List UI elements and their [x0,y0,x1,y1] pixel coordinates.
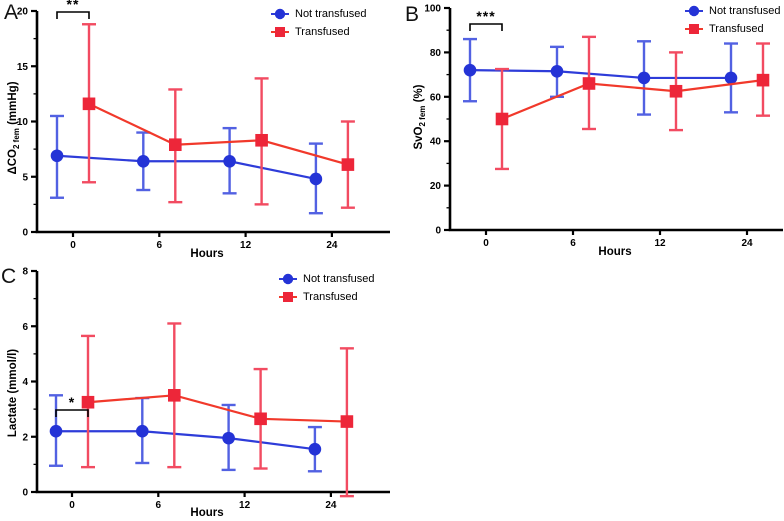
panel-a-x-axis-title: Hours [190,248,224,260]
panel-c-x-axis-title: Hours [190,507,224,519]
svg-text:24: 24 [325,500,337,511]
panel-a: 0 5 10 15 20 0 6 12 24 ** A ΔCO2 fem (mmHg) Hours… [0,0,395,260]
legend-item-transfused: Transfused [271,23,367,41]
svg-text:0: 0 [483,238,489,249]
panel-a-legend: Not transfused Transfused [271,5,367,41]
transfused-marker-icon [685,24,703,34]
svg-text:40: 40 [430,137,442,148]
svg-text:4: 4 [22,377,28,388]
transfused-marker-icon [271,27,289,37]
svg-text:60: 60 [430,92,442,103]
legend-label: Not transfused [709,5,781,17]
panel-c-legend: Not transfused Transfused [279,270,375,306]
legend-label: Transfused [709,23,764,35]
not-transfused-marker-icon [685,5,703,17]
svg-text:0: 0 [69,500,75,511]
svg-text:100: 100 [424,4,441,15]
panel-b-plot: 0 20 40 60 80 100 0 6 12 24 *** [424,4,783,249]
svg-text:5: 5 [22,172,28,183]
svg-text:6: 6 [22,322,28,333]
panel-b-y-axis-title: SvO2 fem (%) [412,84,428,150]
svg-text:15: 15 [17,62,29,73]
svg-text:0: 0 [22,488,28,499]
svg-text:20: 20 [17,7,29,18]
svg-text:**: ** [67,0,80,12]
panel-c-y-axis-title: Lactate (mmol/l) [6,348,19,438]
svg-text:0: 0 [22,228,28,239]
legend-label: Transfused [303,291,358,303]
not-transfused-marker-icon [271,8,289,20]
legend-label: Not transfused [303,273,375,285]
svg-text:6: 6 [157,240,163,251]
panel-letter-c: C [1,265,17,288]
not-transfused-marker-icon [279,273,297,285]
panel-b-legend: Not transfused Transfused [685,2,781,38]
panel-letter-b: B [405,3,420,26]
panel-c: 0 2 4 6 8 0 6 12 24 * C Lactate (mmol/l) Hours No… [0,260,395,521]
svg-text:12: 12 [239,500,251,511]
svg-text:10: 10 [17,117,29,128]
legend-label: Transfused [295,26,350,38]
legend-item-not-transfused: Not transfused [271,5,367,23]
svg-text:2: 2 [22,432,28,443]
svg-text:0: 0 [435,226,441,237]
svg-text:12: 12 [654,238,666,249]
legend-label: Not transfused [295,8,367,20]
svg-text:0: 0 [70,240,76,251]
svg-text:24: 24 [326,240,338,251]
svg-text:24: 24 [741,238,753,249]
panel-letter-a: A [4,1,19,24]
svg-text:12: 12 [240,240,252,251]
legend-item-not-transfused: Not transfused [279,270,375,288]
panel-a-y-axis-title: ΔCO2 fem (mmHg) [6,81,22,175]
panel-b: 0 20 40 60 80 100 0 6 12 24 *** B SvO2 fem (%) Hou… [395,0,784,260]
svg-text:8: 8 [22,267,28,278]
svg-text:80: 80 [430,48,442,59]
panel-b-x-axis-title: Hours [598,246,632,258]
transfused-marker-icon [279,292,297,302]
svg-text:*: * [69,394,75,410]
svg-text:6: 6 [156,500,162,511]
svg-text:6: 6 [570,238,576,249]
panel-a-plot: 0 5 10 15 20 0 6 12 24 ** [17,0,390,251]
svg-text:20: 20 [430,181,442,192]
svg-text:***: *** [476,8,495,24]
legend-item-transfused: Transfused [279,288,375,306]
legend-item-not-transfused: Not transfused [685,2,781,20]
legend-item-transfused: Transfused [685,20,781,38]
